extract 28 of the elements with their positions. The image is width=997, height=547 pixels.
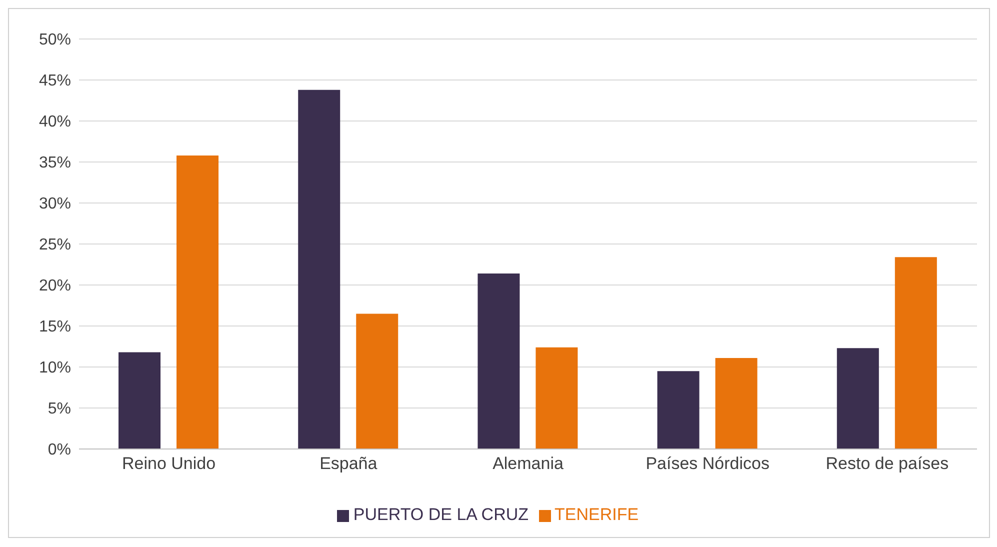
bar [478, 274, 520, 449]
x-tick-label: España [320, 454, 378, 474]
bar [176, 155, 219, 449]
y-tick-label: 10% [38, 360, 71, 377]
bar [356, 314, 398, 449]
x-tick-label: Alemania [492, 454, 564, 474]
x-tick-label: Resto de países [826, 454, 949, 474]
bar [715, 358, 758, 449]
y-tick-label: 25% [38, 236, 71, 254]
y-tick-label: 15% [38, 318, 71, 336]
y-tick-label: 0% [48, 442, 71, 459]
bar [657, 371, 700, 449]
legend-label: PUERTO DE LA CRUZ [353, 505, 529, 524]
bar [836, 348, 879, 449]
y-tick-label: 20% [38, 278, 71, 295]
y-tick-label: 5% [48, 400, 71, 418]
bar [118, 352, 161, 449]
y-tick-label: 45% [38, 72, 71, 90]
x-tick-label: Reino Unido [122, 454, 216, 474]
y-tick-label: 40% [38, 114, 71, 131]
legend-label: TENERIFE [554, 505, 639, 524]
y-tick-label: 50% [38, 32, 71, 49]
y-tick-label: 35% [38, 154, 71, 172]
x-tick-label: Países Nórdicos [646, 454, 770, 474]
bar [536, 347, 578, 449]
y-tick-label: 30% [38, 196, 71, 213]
bar [894, 257, 937, 449]
bar [298, 90, 340, 449]
